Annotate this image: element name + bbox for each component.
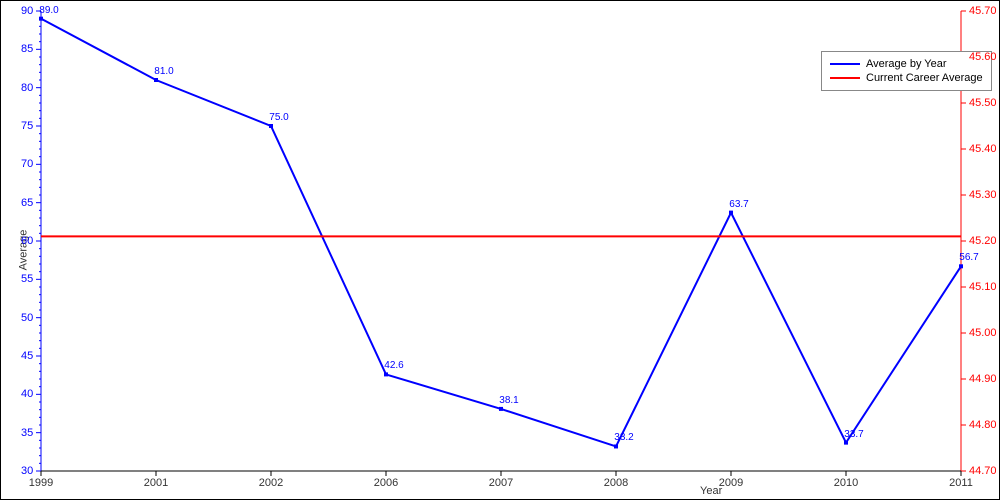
data-point-label: 63.7 — [729, 199, 748, 210]
y-left-tick-label: 80 — [21, 82, 33, 94]
y-right-tick-label: 45.40 — [969, 143, 997, 155]
data-point-label: 42.6 — [384, 360, 403, 371]
y-left-tick-label: 90 — [21, 5, 33, 17]
x-tick-label: 2011 — [949, 477, 973, 489]
data-point-label: 33.7 — [844, 429, 863, 440]
x-tick-label: 2007 — [489, 477, 513, 489]
y-left-tick-label: 35 — [21, 427, 33, 439]
y-left-tick-label: 45 — [21, 350, 33, 362]
legend-swatch — [830, 77, 860, 79]
x-tick-label: 2002 — [259, 477, 283, 489]
legend-swatch — [830, 63, 860, 65]
legend-item: Average by Year — [830, 58, 983, 70]
y-right-tick-label: 44.80 — [969, 419, 997, 431]
data-point-label: 89.0 — [39, 5, 58, 16]
data-point-label: 38.1 — [499, 395, 518, 406]
legend-item: Current Career Average — [830, 72, 983, 84]
data-point-label: 56.7 — [959, 252, 978, 263]
x-tick-label: 2008 — [604, 477, 628, 489]
y-right-tick-label: 44.90 — [969, 373, 997, 385]
y-left-tick-label: 30 — [21, 465, 33, 477]
y-left-tick-label: 60 — [21, 235, 33, 247]
data-point-label: 33.2 — [614, 432, 633, 443]
x-tick-label: 2006 — [374, 477, 398, 489]
x-tick-label: 2010 — [834, 477, 858, 489]
y-left-tick-label: 65 — [21, 197, 33, 209]
y-left-tick-label: 55 — [21, 273, 33, 285]
legend-label: Current Career Average — [866, 72, 983, 84]
x-tick-label: 2001 — [144, 477, 168, 489]
y-right-tick-label: 45.30 — [969, 189, 997, 201]
y-right-tick-label: 44.70 — [969, 465, 997, 477]
y-left-tick-label: 70 — [21, 158, 33, 170]
y-left-tick-label: 75 — [21, 120, 33, 132]
legend-label: Average by Year — [866, 58, 947, 70]
y-left-tick-label: 40 — [21, 388, 33, 400]
y-right-tick-label: 45.60 — [969, 51, 997, 63]
y-right-tick-label: 45.10 — [969, 281, 997, 293]
y-right-tick-label: 45.70 — [969, 5, 997, 17]
chart-container: Average Year Average by YearCurrent Care… — [0, 0, 1000, 500]
y-right-tick-label: 45.50 — [969, 97, 997, 109]
data-point-label: 75.0 — [269, 112, 288, 123]
y-left-tick-label: 85 — [21, 43, 33, 55]
x-tick-label: 1999 — [29, 477, 53, 489]
legend: Average by Year Current Career Average — [821, 51, 992, 91]
y-right-tick-label: 45.00 — [969, 327, 997, 339]
data-point-label: 81.0 — [154, 66, 173, 77]
x-tick-label: 2009 — [719, 477, 743, 489]
y-right-tick-label: 45.20 — [969, 235, 997, 247]
y-left-tick-label: 50 — [21, 312, 33, 324]
